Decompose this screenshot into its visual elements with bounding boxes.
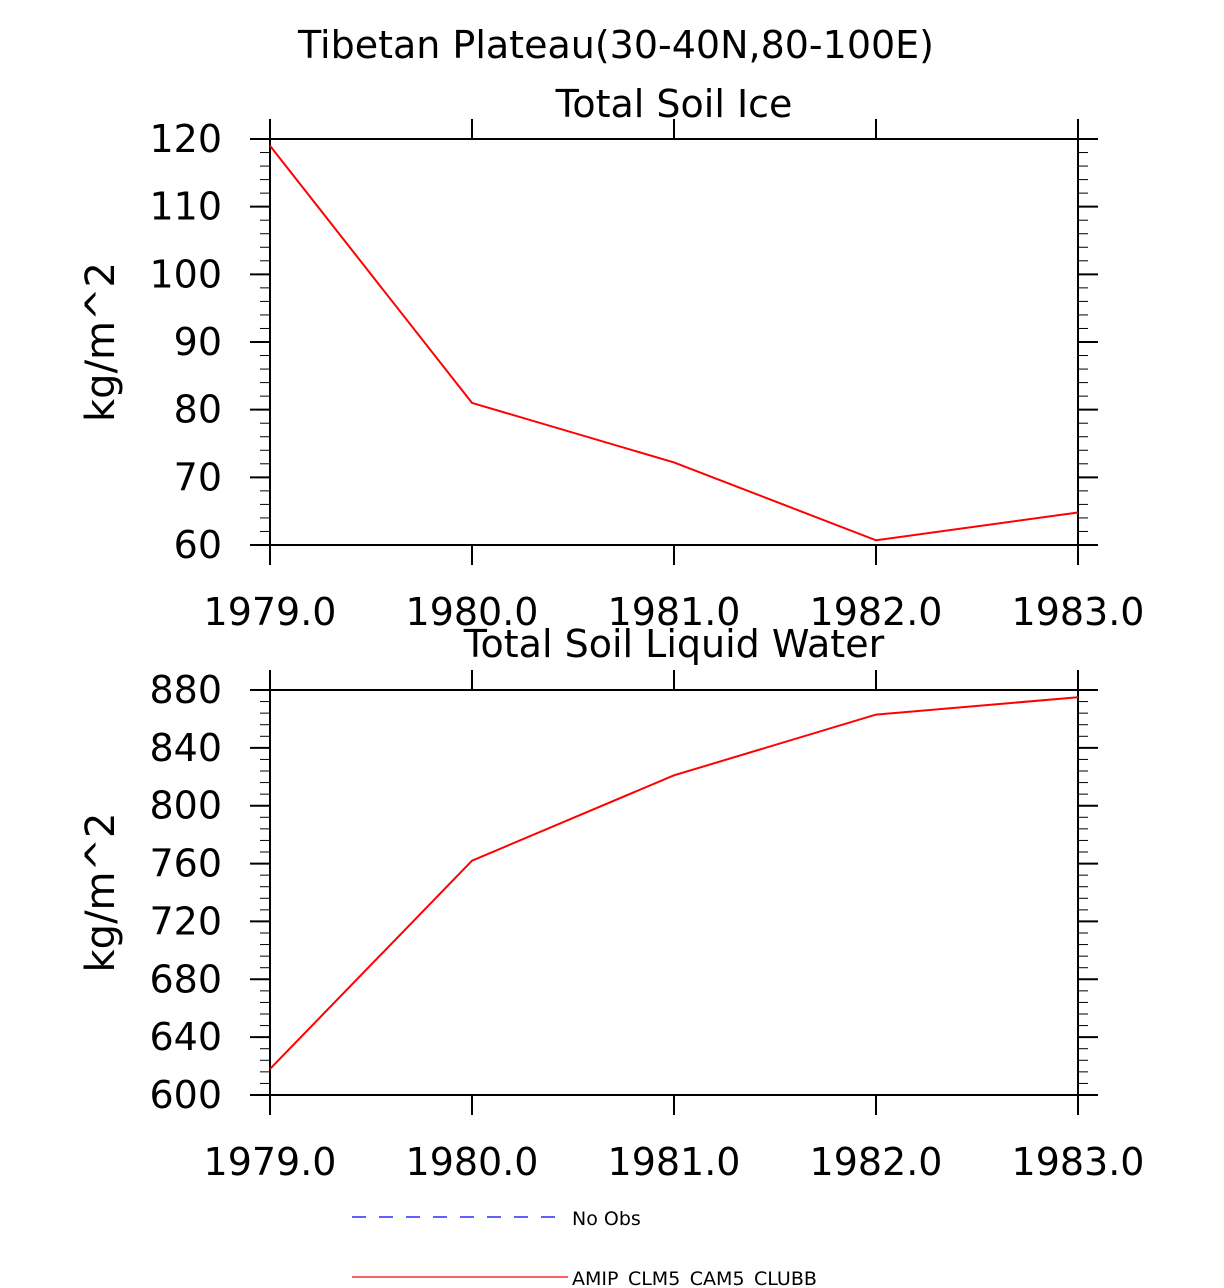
- y-tick-label: 840: [149, 726, 222, 770]
- y-tick-label: 640: [149, 1015, 222, 1059]
- y-tick-label: 90: [174, 320, 222, 364]
- y-tick-label: 100: [149, 252, 222, 296]
- y-tick-label: 760: [149, 842, 222, 886]
- plot-frame: [269, 138, 1079, 546]
- x-tick-label: 1980.0: [406, 1140, 539, 1184]
- y-tick-label: 70: [174, 455, 222, 499]
- y-tick-label: 680: [149, 957, 222, 1001]
- x-tick-label: 1982.0: [810, 1140, 943, 1184]
- y-tick-label: 80: [174, 388, 222, 432]
- y-tick-label: 800: [149, 784, 222, 828]
- x-tick-label: 1981.0: [608, 590, 741, 634]
- legend-label: No Obs: [572, 1208, 641, 1230]
- y-tick-label: 720: [149, 899, 222, 943]
- chart-panel-1: Total Soil Ice 1979.0 1980.0 1981.0 1982.0 19…: [78, 82, 1144, 634]
- x-tick-label: 1981.0: [608, 1140, 741, 1184]
- x-tick-label: 1982.0: [810, 590, 943, 634]
- x-tick-label: 1983.0: [1012, 590, 1145, 634]
- y-tick-label: 60: [174, 523, 222, 567]
- x-tick-label: 1980.0: [406, 590, 539, 634]
- series-line: [269, 696, 1079, 1070]
- series-line: [269, 145, 1079, 542]
- y-tick-label: 120: [149, 117, 222, 161]
- panel-title: Total Soil Ice: [555, 82, 793, 126]
- x-tick-label: 1983.0: [1012, 1140, 1145, 1184]
- y-tick-label: 110: [149, 185, 222, 229]
- legend: No Obs AMIP_CLM5_CAM5_CLUBB: [352, 1208, 817, 1288]
- y-axis-label: kg/m^2: [78, 262, 124, 422]
- y-axis-label: kg/m^2: [78, 813, 124, 973]
- y-tick-label: 600: [149, 1073, 222, 1117]
- x-tick-label: 1979.0: [204, 1140, 337, 1184]
- x-tick-label: 1979.0: [204, 590, 337, 634]
- y-tick-label: 880: [149, 668, 222, 712]
- plot-frame: [269, 689, 1079, 1096]
- panel-title: Total Soil Liquid Water: [463, 622, 885, 666]
- figure-title: Tibetan Plateau(30-40N,80-100E): [297, 23, 934, 67]
- legend-label: AMIP_CLM5_CAM5_CLUBB: [572, 1268, 817, 1288]
- chart-panel-2: Total Soil Liquid Water 1979.0 1980.0 1981.…: [78, 622, 1144, 1184]
